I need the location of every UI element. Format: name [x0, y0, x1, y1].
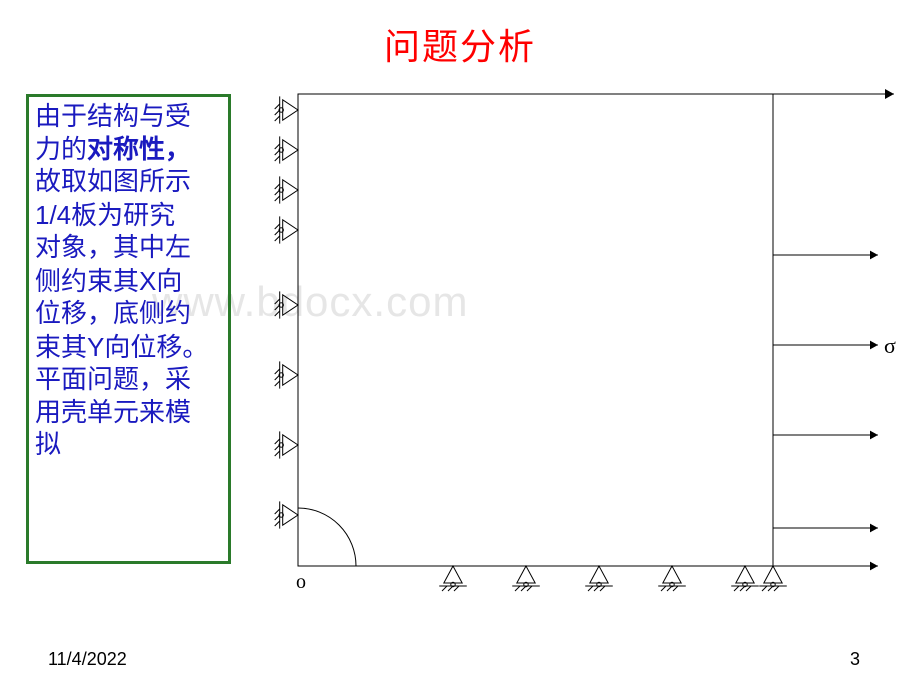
text-fragment: 板为研究 — [71, 201, 175, 230]
text-fragment-bold: 对称性， — [87, 135, 191, 164]
text-line: 对象，其中左 — [35, 232, 222, 265]
text-fragment: 侧约束其 — [35, 267, 139, 296]
text-line: 位移，底侧约 — [35, 298, 222, 331]
text-fragment: 向 — [156, 267, 182, 296]
text-fragment-latin: 1/4 — [35, 200, 71, 230]
text-line: 拟 — [35, 429, 222, 462]
footer-date: 11/4/2022 — [48, 649, 127, 670]
text-fragment-latin: Y — [87, 332, 104, 362]
slide-title: 问题分析 — [0, 18, 920, 70]
text-line: 侧约束其X向 — [35, 265, 222, 299]
text-fragment: 向位移。 — [104, 333, 208, 362]
text-line: 力的对称性， — [35, 134, 222, 167]
text-line: 1/4板为研究 — [35, 199, 222, 233]
text-fragment: 力的 — [35, 135, 87, 164]
svg-text:o: o — [296, 571, 306, 593]
mechanics-diagram: oσ — [258, 80, 898, 610]
text-line: 束其Y向位移。 — [35, 331, 222, 365]
text-fragment-latin: X — [139, 266, 156, 296]
text-line: 故取如图所示 — [35, 166, 222, 199]
text-line: 用壳单元来模 — [35, 397, 222, 430]
text-line: 平面问题，采 — [35, 364, 222, 397]
footer-page-number: 3 — [850, 649, 860, 670]
explanation-text-box: 由于结构与受 力的对称性， 故取如图所示 1/4板为研究 对象，其中左 侧约束其… — [26, 94, 231, 564]
text-line: 由于结构与受 — [35, 101, 222, 134]
svg-text:σ: σ — [884, 333, 896, 358]
text-fragment: 束其 — [35, 333, 87, 362]
